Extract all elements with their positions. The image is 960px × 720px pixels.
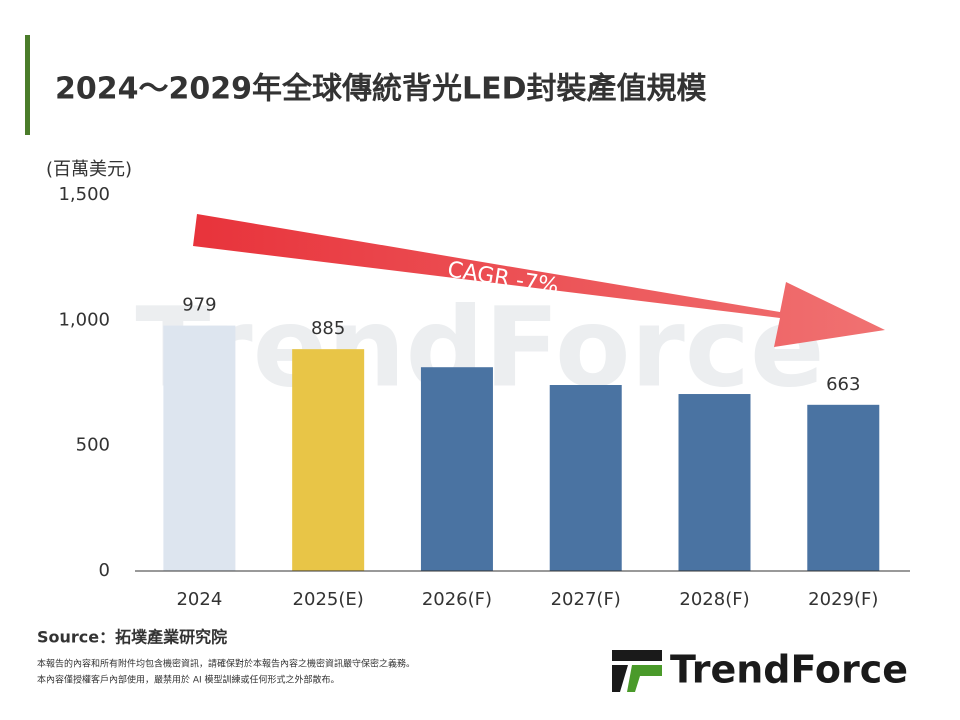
x-tick-label: 2029(F)	[808, 589, 878, 610]
title-accent	[25, 35, 30, 135]
bar	[163, 325, 236, 571]
x-tick-label: 2026(F)	[422, 589, 492, 610]
footnote: 本內容僅授權客戶內部使用，嚴禁用於 AI 模型訓練或任何形式之外部散布。	[37, 674, 340, 686]
x-tick-label: 2025(E)	[293, 589, 364, 610]
bar	[807, 404, 880, 571]
logo-text: TrendForce	[670, 648, 908, 692]
source: Source：拓墣產業研究院	[37, 628, 227, 647]
x-tick-label: 2024	[176, 589, 222, 610]
logo-icon	[612, 650, 662, 692]
bar	[420, 367, 493, 571]
footnote: 本報告的內容和所有附件均包含機密資訊，請確保對於本報告內容之機密資訊嚴守保密之義…	[37, 658, 415, 670]
y-axis-label: (百萬美元)	[46, 159, 132, 180]
data-label: 663	[826, 374, 860, 395]
x-tick-label: 2028(F)	[679, 589, 749, 610]
y-tick-label: 1,000	[58, 309, 110, 330]
y-tick-label: 0	[99, 560, 110, 581]
data-label: 885	[311, 318, 345, 339]
bar	[292, 349, 365, 571]
y-tick-label: 1,500	[58, 184, 110, 205]
data-label: 979	[182, 295, 216, 316]
x-tick-label: 2027(F)	[551, 589, 621, 610]
bar	[549, 385, 622, 571]
chart-title: 2024～2029年全球傳統背光LED封裝產值規模	[55, 72, 707, 107]
bar	[678, 394, 751, 571]
trend-arrow	[193, 214, 885, 347]
y-tick-label: 500	[76, 435, 110, 456]
